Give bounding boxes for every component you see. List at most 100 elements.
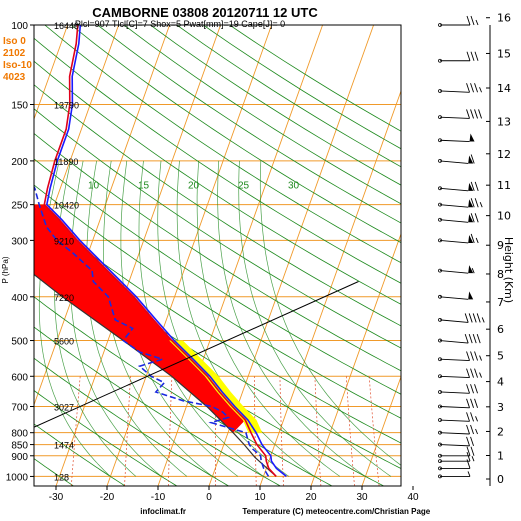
- barb-flag: [468, 313, 473, 323]
- chart-title: CAMBORNE 03808 20120711 12 UTC: [92, 5, 318, 20]
- p-tick-label: 250: [11, 201, 28, 212]
- height-tick-label: 3: [497, 401, 504, 414]
- wind-barb: [438, 368, 482, 379]
- barb-flag: [476, 313, 481, 323]
- moist-adiabat-line: [238, 160, 392, 477]
- height-tick-label: 12: [497, 148, 511, 161]
- barb-flag: [472, 313, 477, 323]
- y-axis-label: P (hPa): [1, 256, 10, 283]
- p-tick-label: 200: [11, 157, 28, 168]
- barb-staff: [439, 391, 470, 394]
- barb-staff: [439, 358, 470, 361]
- p-tick-label: 300: [11, 236, 28, 247]
- barb-pennant: [468, 199, 474, 208]
- barb-staff: [439, 406, 470, 409]
- geopotential-label: 16440: [54, 21, 79, 31]
- barb-flag: [474, 109, 478, 119]
- barb-flag: [466, 351, 470, 361]
- barb-flag: [470, 384, 474, 394]
- geopotential-label: 1474: [54, 441, 74, 451]
- wind-barb: [438, 424, 478, 435]
- barb-flag: [466, 109, 470, 119]
- height-axis-label: Height (Km): [502, 237, 515, 303]
- barb-staff: [439, 270, 469, 274]
- barb-flag: [470, 213, 475, 223]
- barb-half-flag: [479, 87, 482, 93]
- height-tick-label: 2: [497, 425, 504, 438]
- barb-flag: [466, 384, 470, 394]
- dry-adiabat-line: [34, 326, 281, 486]
- p-tick-label: 900: [11, 452, 28, 463]
- barb-half-flag: [479, 372, 482, 378]
- x-tick-label: 0: [206, 492, 212, 503]
- barb-half-flag: [475, 416, 478, 422]
- mixing-ratio-line: [314, 376, 322, 486]
- wind-barb: [438, 133, 475, 143]
- moist-adiabat-line: [259, 160, 401, 466]
- barb-flag: [466, 436, 470, 447]
- barb-half-flag: [475, 428, 478, 435]
- isotherm-line: [310, 232, 401, 486]
- barb-flag: [474, 398, 478, 408]
- barb-flag: [476, 333, 481, 344]
- barb-pennant: [469, 133, 475, 142]
- dry-adiabat-line: [34, 211, 401, 444]
- height-tick-label: 15: [497, 47, 511, 60]
- geopotential-label: 3027: [54, 403, 74, 413]
- barb-staff: [439, 419, 470, 422]
- wind-barb: [438, 213, 479, 223]
- barb-flag: [470, 351, 474, 361]
- barb-staff: [439, 319, 469, 323]
- barb-flag: [470, 154, 475, 164]
- p-tick-label: 100: [11, 21, 28, 32]
- height-tick-label: 6: [497, 323, 504, 336]
- isotherm-line: [34, 25, 69, 121]
- geopotential-label: 10420: [54, 201, 79, 211]
- barb-flag: [474, 384, 478, 394]
- barb-pennant: [468, 265, 474, 274]
- geopotential-label: 13790: [54, 100, 79, 110]
- text-layer: CAMBORNE 03808 20120711 12 UTC Plcl=907 …: [1, 5, 515, 516]
- height-tick-label: 13: [497, 115, 511, 128]
- barb-flag: [470, 198, 475, 208]
- p-tick-label: 1000: [6, 472, 29, 483]
- height-tick-label: 10: [497, 210, 511, 223]
- mixing-ratio-label: 30: [288, 181, 300, 192]
- dry-adiabat-line: [34, 84, 401, 327]
- barb-flag: [466, 452, 471, 462]
- barb-flag: [468, 333, 473, 344]
- dry-adiabat-line: [123, 25, 401, 205]
- moist-adiabat-line: [196, 160, 341, 477]
- height-tick-label: 16: [497, 12, 511, 25]
- wind-barb: [438, 412, 478, 422]
- credit-right: meteocentre.com/Christian Page: [306, 507, 431, 516]
- chart-subtitle: Plcl=907 Tlcl[C]=7 Shox=5 Pwat[mm]=19 Ca…: [75, 19, 285, 29]
- height-tick-label: 1: [497, 450, 504, 463]
- isotherm-line: [106, 25, 273, 486]
- wind-barbs: [438, 15, 485, 479]
- height-tick-label: 8: [497, 268, 504, 281]
- barb-staff: [439, 116, 470, 119]
- barb-flag: [466, 424, 470, 435]
- height-tick-label: 0: [497, 473, 504, 486]
- barb-half-flag: [475, 237, 479, 244]
- wind-barb: [438, 398, 478, 409]
- wind-barb: [438, 436, 474, 447]
- p-tick-label: 700: [11, 403, 28, 414]
- dry-adiabat-line: [34, 37, 401, 284]
- barb-flag: [470, 181, 475, 192]
- x-tick-label: 40: [407, 492, 419, 503]
- p-tick-label: 500: [11, 337, 28, 348]
- barb-flag: [466, 412, 470, 422]
- barb-flag: [474, 213, 479, 223]
- barb-pennant: [468, 155, 474, 164]
- iso10-label: Iso-10: [3, 60, 32, 71]
- wind-barb: [438, 384, 478, 394]
- dry-adiabat-line: [44, 25, 401, 264]
- barb-staff: [439, 340, 469, 344]
- barb-half-flag: [479, 355, 482, 361]
- barb-pennant: [468, 182, 474, 191]
- axes: -30 -20 -10 0 10 20 30 40 100 150 200 250 300 400 500 6…: [6, 21, 419, 503]
- wind-barb: [438, 291, 474, 300]
- barb-staff: [439, 90, 470, 93]
